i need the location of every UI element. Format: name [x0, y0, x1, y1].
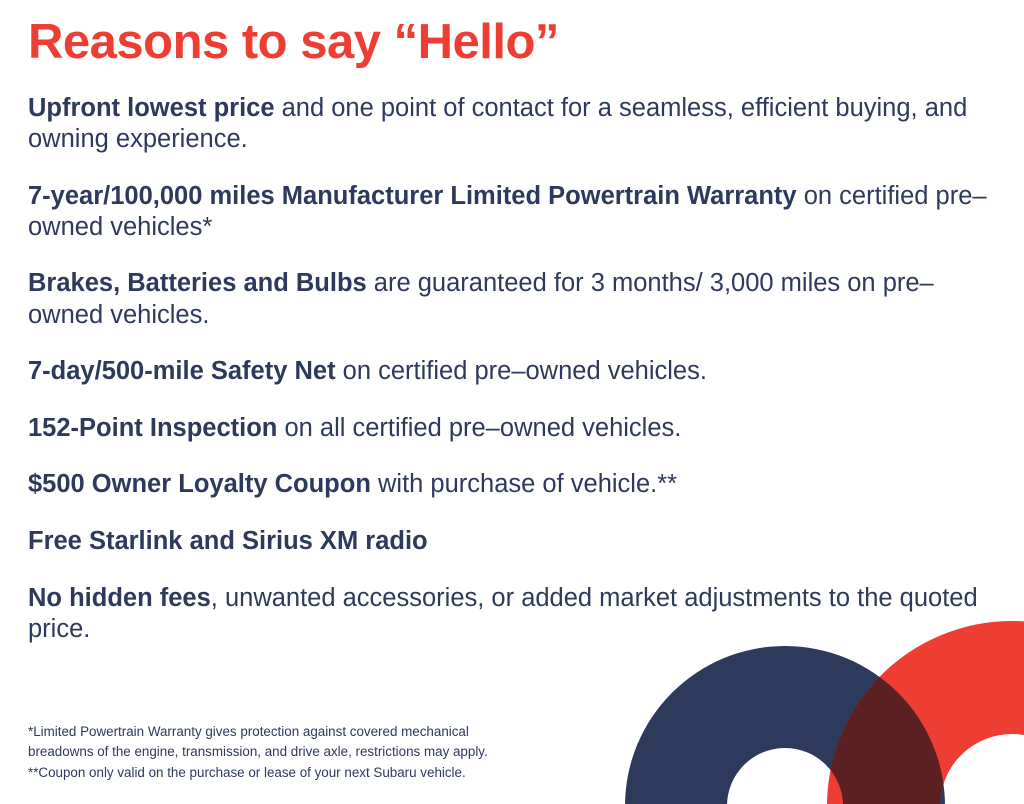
footnote-line: breadowns of the engine, transmission, a…: [28, 744, 488, 760]
reason-bold-lead: 7-year/100,000 miles Manufacturer Limite…: [28, 181, 797, 210]
reason-bold-lead: 152-Point Inspection: [28, 413, 278, 442]
list-item: 7-day/500-mile Safety Net on certified p…: [28, 356, 988, 387]
reason-body: on certified pre–owned vehicles.: [335, 357, 707, 386]
list-item: 7-year/100,000 miles Manufacturer Limite…: [28, 181, 988, 243]
footnote-line: **Coupon only valid on the purchase or l…: [28, 764, 466, 780]
footnotes-block: *Limited Powertrain Warranty gives prote…: [28, 722, 628, 783]
reason-bold-lead: No hidden fees: [28, 583, 211, 612]
reason-bold-lead: Upfront lowest price: [28, 94, 275, 122]
footnote-line: *Limited Powertrain Warranty gives prote…: [28, 724, 469, 739]
reason-bold-lead: 7-day/500-mile Safety Net: [28, 357, 336, 386]
reason-body: , unwanted accessories, or added market …: [28, 583, 978, 643]
reason-body: with purchase of vehicle.**: [370, 470, 678, 499]
list-item: Free Starlink and Sirius XM radio: [28, 526, 988, 557]
reason-bold-lead: Free Starlink and Sirius XM radio: [28, 526, 428, 555]
reason-body: are guaranteed for 3 months/ 3,000 miles…: [28, 269, 934, 329]
reason-body: on certified pre–owned vehicles*: [28, 181, 987, 241]
reasons-list: Upfront lowest price and one point of co…: [28, 93, 996, 645]
list-item: Upfront lowest price and one point of co…: [28, 93, 988, 155]
list-item: $500 Owner Loyalty Coupon with purchase …: [28, 469, 988, 500]
page-title: Reasons to say “Hello”: [28, 15, 559, 69]
reason-body: on all certified pre–owned vehicles.: [277, 413, 682, 442]
reason-bold-lead: Brakes, Batteries and Bulbs: [28, 269, 367, 298]
reason-bold-lead: $500 Owner Loyalty Coupon: [28, 470, 371, 499]
list-item: Brakes, Batteries and Bulbs are guarante…: [28, 268, 988, 330]
list-item: 152-Point Inspection on all certified pr…: [28, 413, 988, 444]
list-item: No hidden fees, unwanted accessories, or…: [28, 583, 988, 645]
reason-body: and one point of contact for a seamless,…: [28, 94, 968, 154]
poster-content: Reasons to say “Hello” Upfront lowest pr…: [28, 0, 996, 645]
